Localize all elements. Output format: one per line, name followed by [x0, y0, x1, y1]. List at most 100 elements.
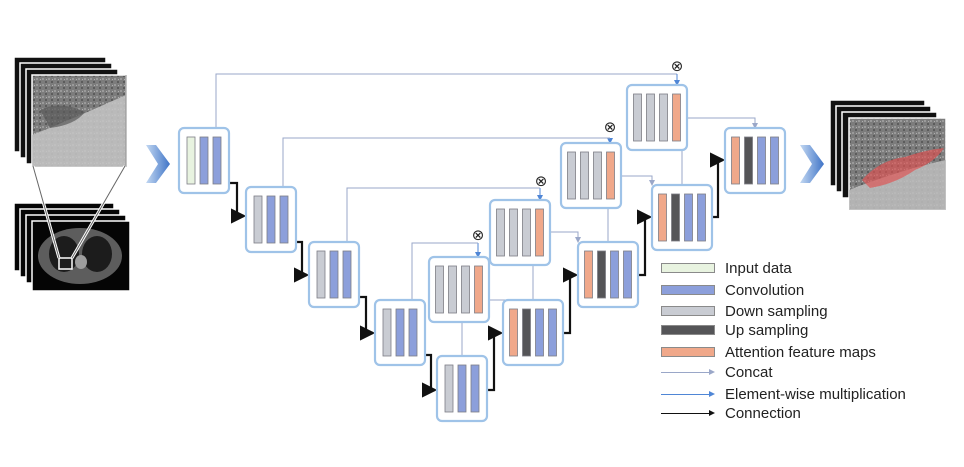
multiplication-arrow-icon — [661, 389, 715, 399]
multiply-symbol-icon: ⊗ — [472, 226, 485, 244]
decoder-block-3 — [576, 240, 640, 309]
convolution-bar — [408, 308, 418, 357]
connection-e3-e4 — [359, 295, 376, 341]
decoder-block-2 — [650, 183, 714, 252]
legend-label: Down sampling — [725, 302, 828, 320]
encoder-block-3 — [307, 240, 361, 309]
concat-connections — [215, 73, 758, 356]
down-sampling-bar — [382, 308, 392, 357]
multiply-symbol-icon: ⊗ — [535, 172, 548, 190]
attention-bar — [535, 208, 544, 257]
block-frame — [501, 298, 565, 367]
multiplication-connections — [470, 74, 680, 258]
block-frame — [650, 183, 714, 252]
convolution-bar — [212, 136, 222, 185]
convolution-bar — [329, 250, 339, 299]
convolution-bar — [535, 308, 544, 357]
up-sampling-bar — [671, 193, 680, 242]
connection-e2-e3 — [293, 240, 310, 283]
ct-slice-stack-icon — [13, 56, 131, 292]
block-frame — [559, 141, 623, 210]
down-sampling-bar — [316, 250, 326, 299]
attention-bar — [584, 250, 593, 299]
decoder-block-4 — [501, 298, 565, 367]
legend-label: Up sampling — [725, 321, 809, 339]
down-sampling-swatch — [661, 306, 715, 316]
attention-bar — [509, 308, 518, 357]
down-sampling-bar — [522, 208, 531, 257]
multiply-symbol-icon: ⊗ — [604, 118, 617, 136]
axial-slice-stack — [13, 202, 131, 292]
down-sampling-bar — [593, 151, 602, 200]
input-data-bar — [186, 136, 196, 185]
convolution-bar — [470, 364, 480, 413]
legend-label: Concat — [725, 363, 773, 381]
multiply-symbols: ⊗ ⊗ ⊗ ⊗ — [472, 57, 684, 244]
encoder-block-2 — [244, 185, 298, 254]
legend-label: Attention feature maps — [725, 343, 876, 361]
connection-d3-d2 — [636, 209, 653, 277]
convolution-bar — [548, 308, 557, 357]
attention-gate-2 — [559, 141, 623, 210]
attn-to-decoder-1 — [687, 117, 758, 129]
attention-gate-3 — [488, 198, 552, 267]
segmentation-overlay — [862, 148, 944, 188]
down-sampling-bar — [496, 208, 505, 257]
convolution-bar — [457, 364, 467, 413]
down-sampling-bar — [461, 265, 470, 314]
legend-item-multiplication: Element-wise multiplication — [661, 384, 906, 404]
down-sampling-bar — [448, 265, 457, 314]
down-sampling-bar — [253, 195, 263, 244]
up-sampling-bar — [597, 250, 606, 299]
convolution-swatch — [661, 285, 715, 295]
legend-item-concat: Concat — [661, 362, 773, 382]
up-sampling-swatch — [661, 325, 715, 335]
legend-item-up-sampling: Up sampling — [661, 320, 808, 340]
legend-label: Input data — [725, 259, 792, 277]
convolution-bar — [342, 250, 352, 299]
legend-item-connection: Connection — [661, 403, 801, 423]
convolution-bar — [684, 193, 693, 242]
attention-bar — [606, 151, 615, 200]
convolution-bar — [697, 193, 706, 242]
legend-item-convolution: Convolution — [661, 280, 804, 300]
legend-label: Connection — [725, 404, 801, 422]
legend-item-down-sampling: Down sampling — [661, 301, 828, 321]
block-frame — [723, 126, 787, 195]
convolution-bar — [757, 136, 766, 185]
zoomed-patch-stack — [13, 56, 127, 168]
input-data-swatch — [661, 263, 715, 273]
down-sampling-bar — [633, 93, 642, 142]
decoder-block-1 — [723, 126, 787, 195]
down-sampling-bar — [646, 93, 655, 142]
down-sampling-bar — [580, 151, 589, 200]
connection-d2-d1 — [709, 152, 726, 219]
connection-b-d4 — [487, 325, 504, 392]
connection-d4-d3 — [562, 267, 579, 335]
legend-label: Convolution — [725, 281, 805, 299]
sequential-connections — [229, 152, 726, 398]
skip-line-2 — [282, 137, 577, 187]
skip-line-3 — [346, 187, 535, 242]
down-sampling-bar — [659, 93, 668, 142]
convolution-bar — [266, 195, 276, 244]
bottleneck-block — [435, 354, 489, 423]
down-sampling-bar — [567, 151, 576, 200]
block-frame — [427, 255, 491, 324]
chevron-right-arrow-icon — [146, 145, 170, 183]
encoder-block-1 — [177, 126, 231, 195]
attention-bar — [658, 193, 667, 242]
convolution-bar — [199, 136, 209, 185]
up-sampling-bar — [522, 308, 531, 357]
convolution-bar — [623, 250, 632, 299]
attention-gate-1 — [625, 83, 689, 152]
attention-bar — [731, 136, 740, 185]
attention-gate-4 — [427, 255, 491, 324]
network-blocks — [177, 83, 787, 423]
down-sampling-bar — [444, 364, 454, 413]
block-frame — [488, 198, 552, 267]
skip-line-4 — [411, 242, 470, 300]
convolution-bar — [770, 136, 779, 185]
block-frame — [625, 83, 689, 152]
